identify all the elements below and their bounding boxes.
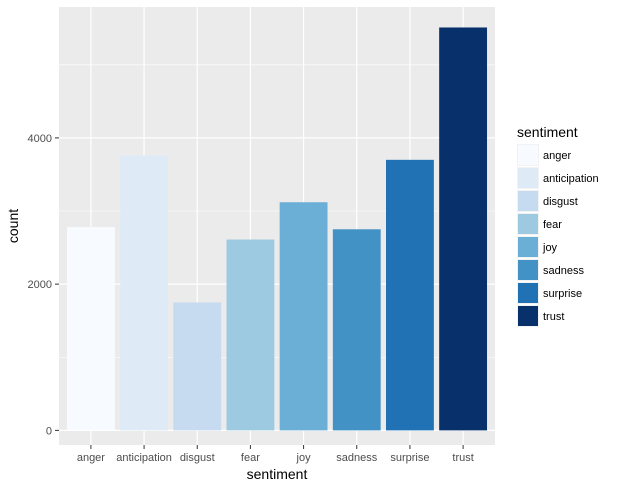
bar-anger (66, 227, 115, 431)
legend-label-disgust: disgust (543, 196, 578, 208)
x-tick-label: trust (452, 452, 473, 464)
x-tick-label: fear (241, 452, 260, 464)
y-axis-title: count (5, 209, 21, 243)
legend-label-surprise: surprise (543, 288, 582, 300)
y-tick-label: 4000 (28, 133, 52, 145)
legend-swatch-trust (518, 306, 538, 326)
bars (66, 27, 488, 431)
y-tick-label: 2000 (28, 279, 52, 291)
x-axis: anger anticipation disgust fear joy sadness su… (77, 445, 474, 464)
bar-joy (279, 202, 328, 431)
legend-swatch-fear (518, 214, 538, 234)
x-axis-title: sentiment (247, 466, 308, 482)
bar-disgust (173, 302, 222, 431)
legend: sentiment anger anticipation disgust fear jo… (517, 124, 599, 327)
bar-trust (439, 27, 488, 431)
legend-swatch-joy (518, 237, 538, 257)
legend-swatch-surprise (518, 283, 538, 303)
legend-label-anticipation: anticipation (543, 173, 599, 185)
legend-title: sentiment (517, 124, 578, 140)
bar-anticipation (120, 155, 168, 431)
legend-swatch-sadness (518, 260, 538, 280)
bar-sadness (332, 229, 381, 431)
legend-label-joy: joy (542, 242, 558, 254)
x-tick-label: anticipation (116, 452, 172, 464)
bar-fear (226, 239, 275, 431)
legend-items: anger anticipation disgust fear joy sadness su… (517, 144, 599, 327)
legend-swatch-anger (518, 145, 538, 165)
legend-label-fear: fear (543, 219, 562, 231)
legend-label-trust: trust (543, 311, 564, 323)
legend-swatch-anticipation (518, 168, 538, 188)
x-tick-label: sadness (336, 452, 377, 464)
legend-label-anger: anger (543, 150, 571, 162)
x-tick-label: anger (77, 452, 105, 464)
y-tick-label: 0 (46, 425, 52, 437)
x-tick-label: surprise (390, 452, 429, 464)
x-tick-label: disgust (180, 452, 215, 464)
bar-surprise (386, 159, 434, 431)
legend-swatch-disgust (518, 191, 538, 211)
y-axis: 0 2000 4000 (28, 133, 59, 437)
x-tick-label: joy (296, 452, 312, 464)
legend-label-sadness: sadness (543, 265, 584, 277)
